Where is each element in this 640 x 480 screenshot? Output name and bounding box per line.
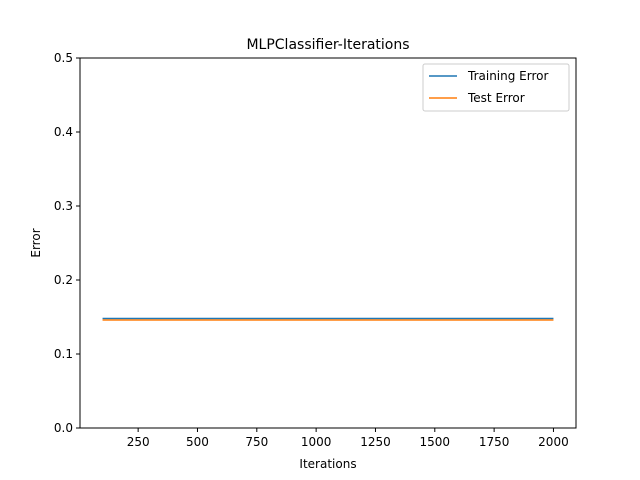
x-tick-label: 750 xyxy=(245,435,268,449)
x-tick-label: 1500 xyxy=(420,435,451,449)
x-tick-label: 250 xyxy=(127,435,150,449)
y-tick-label: 0.3 xyxy=(54,199,73,213)
legend-label: Test Error xyxy=(467,91,525,105)
x-tick-label: 1750 xyxy=(479,435,510,449)
x-tick-label: 1250 xyxy=(360,435,391,449)
x-axis: 250 500 750 1000 1250 1500 1750 2000 xyxy=(127,428,569,449)
x-tick-label: 500 xyxy=(186,435,209,449)
y-axis-label: Error xyxy=(29,228,43,257)
series-layer xyxy=(102,317,554,321)
y-tick-label: 0.2 xyxy=(54,273,73,287)
legend-label: Training Error xyxy=(467,69,548,83)
x-tick-label: 1000 xyxy=(301,435,332,449)
y-tick-label: 0.4 xyxy=(54,125,73,139)
y-axis: 0.0 0.1 0.2 0.3 0.4 0.5 xyxy=(54,51,80,435)
y-tick-label: 0.1 xyxy=(54,347,73,361)
y-tick-label: 0.5 xyxy=(54,51,73,65)
legend-box xyxy=(422,63,570,112)
legend: Training Error Test Error xyxy=(422,63,570,112)
chart-title: MLPClassifier-Iterations xyxy=(246,37,409,53)
plot-frame xyxy=(79,57,577,429)
x-axis-label: Iterations xyxy=(299,457,356,471)
y-tick-label: 0.0 xyxy=(54,421,73,435)
x-tick-label: 2000 xyxy=(538,435,569,449)
